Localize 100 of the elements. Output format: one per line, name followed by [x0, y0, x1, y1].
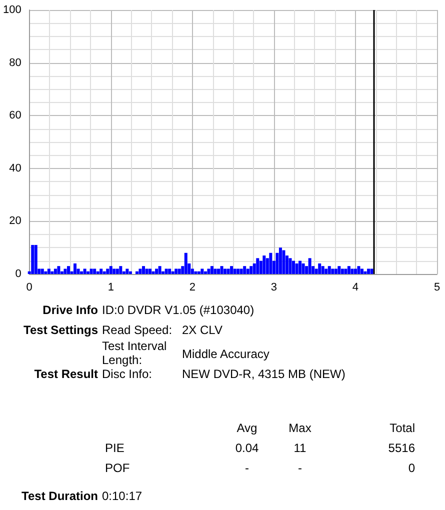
bar [354, 268, 357, 274]
bar [292, 260, 296, 274]
bar [106, 268, 110, 274]
bar [328, 266, 331, 274]
bar [321, 266, 324, 274]
x-tick-label: 4 [352, 282, 359, 294]
bar [83, 268, 86, 274]
bar [298, 260, 302, 274]
text: Disc Info: [102, 367, 152, 381]
bar [57, 266, 60, 274]
text: 11 [292, 441, 308, 455]
bar [370, 268, 374, 274]
text: - [244, 461, 250, 475]
bar [80, 271, 84, 274]
bar [64, 268, 67, 274]
bar [350, 268, 354, 274]
bar [40, 268, 44, 274]
bar [116, 268, 119, 274]
bar [152, 271, 155, 274]
bar [126, 268, 129, 274]
bar [243, 266, 246, 274]
bar [164, 268, 168, 274]
text: Read Speed: [102, 323, 172, 337]
bar [34, 244, 38, 274]
text: Avg [236, 421, 258, 435]
bar [240, 268, 243, 274]
bar [109, 266, 112, 274]
bar [340, 268, 344, 274]
bar [318, 263, 322, 274]
bar [246, 268, 250, 274]
bar [184, 252, 188, 274]
bar [367, 268, 370, 274]
bar [102, 271, 106, 274]
bar [145, 268, 148, 274]
bar [66, 266, 70, 274]
bar [282, 250, 286, 274]
bar [214, 268, 217, 274]
text: POF [105, 461, 130, 475]
bar [288, 258, 292, 274]
text: Test Interval Length: [102, 339, 168, 367]
bar [302, 263, 305, 274]
bar [74, 263, 77, 274]
x-tick-label: 1 [108, 282, 114, 294]
bar [100, 268, 103, 274]
bar [168, 268, 172, 274]
bar [54, 268, 57, 274]
bar [217, 268, 220, 274]
bar [207, 268, 210, 274]
bar [295, 263, 298, 274]
bar [220, 266, 224, 274]
bar [347, 266, 350, 274]
bar [119, 266, 122, 274]
bar [174, 268, 178, 274]
bar [250, 266, 253, 274]
bar [44, 271, 48, 274]
text: 2X CLV [182, 323, 222, 337]
text: 5516 [388, 441, 415, 455]
bar [357, 266, 360, 274]
bar [178, 268, 181, 274]
y-tick-label: 100 [2, 4, 22, 16]
bar [31, 244, 34, 274]
x-tick-label: 3 [270, 282, 278, 294]
text: Middle Accuracy [182, 347, 270, 361]
bar [96, 271, 100, 274]
text: Test Duration [22, 489, 98, 503]
y-tick-label: 80 [9, 56, 22, 69]
bar [360, 268, 364, 274]
text: Drive Info [42, 303, 98, 317]
y-tick-label: 60 [9, 110, 22, 122]
bar [364, 271, 367, 274]
bar [158, 266, 162, 274]
text: 0:10:17 [102, 489, 142, 503]
text: - [297, 461, 303, 475]
bar [86, 271, 90, 274]
bar [236, 268, 240, 274]
text: 0.04 [234, 441, 260, 455]
bar [256, 258, 260, 274]
y-tick-label: 20 [9, 215, 22, 228]
bar [128, 271, 132, 274]
bar [230, 266, 234, 274]
bar [308, 258, 312, 274]
bar [112, 268, 116, 274]
bar [204, 271, 207, 274]
text: ID:0 DVDR V1.05 (#103040) [102, 303, 254, 317]
bar [224, 268, 227, 274]
bar [142, 266, 145, 274]
bar [324, 268, 328, 274]
bar [226, 268, 230, 274]
bar [197, 271, 200, 274]
text: NEW DVD-R, 4315 MB (NEW) [182, 367, 346, 381]
bar [93, 268, 96, 274]
text: Test Result [34, 367, 98, 381]
bar [155, 268, 158, 274]
bar [171, 271, 174, 274]
bar [278, 248, 282, 274]
bar [269, 252, 272, 274]
bar [148, 268, 152, 274]
bar [210, 266, 214, 274]
bar [338, 266, 341, 274]
bar [90, 268, 93, 274]
